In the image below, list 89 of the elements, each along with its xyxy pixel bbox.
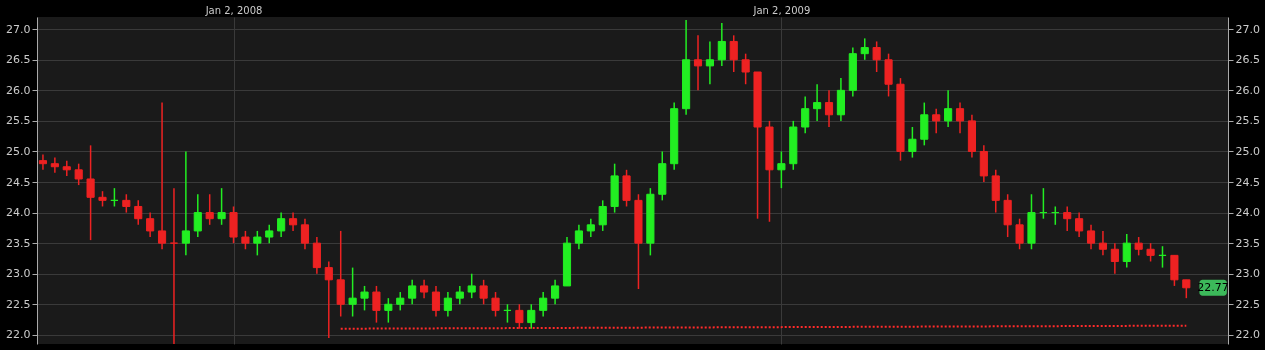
- candlestick: [824, 89, 834, 128]
- y2-tick-label: 24.0: [1235, 206, 1260, 220]
- candlestick: [384, 297, 393, 324]
- y2-tick-label: 22.0: [1235, 328, 1260, 342]
- candlestick: [431, 285, 441, 318]
- candlestick: [515, 303, 524, 330]
- candlestick: [455, 285, 464, 306]
- candlestick: [551, 279, 560, 306]
- candlestick: [169, 187, 179, 345]
- candlestick: [955, 101, 965, 134]
- candlestick: [1146, 242, 1155, 263]
- candlestick: [932, 107, 941, 134]
- candlestick: [62, 159, 71, 177]
- candlestick: [1086, 224, 1096, 251]
- y2-tick-label: 25.0: [1235, 144, 1260, 158]
- y-tick-label: 27.0: [6, 22, 31, 36]
- y-tick-label: 25.0: [6, 144, 31, 158]
- candlestick: [717, 22, 726, 67]
- candlestick: [134, 199, 143, 226]
- candlestick: [574, 224, 583, 251]
- x-tick-label: Jan 2, 2008: [204, 4, 263, 16]
- y-tick-label: 24.0: [6, 206, 31, 220]
- x-tick-label: Jan 2, 2009: [752, 4, 811, 16]
- candlestick: [1015, 217, 1024, 251]
- y-tick-label: 26.0: [6, 83, 31, 97]
- candlestick: [801, 95, 810, 134]
- candlestick: [122, 193, 131, 214]
- candlestick: [491, 291, 500, 318]
- candlestick: [217, 187, 226, 226]
- candlestick: [1075, 211, 1084, 238]
- candlestick: [1182, 279, 1191, 299]
- candlestick: [741, 52, 750, 85]
- y-tick-label: 22.0: [6, 328, 31, 342]
- y-tick-label: 23.5: [6, 236, 31, 250]
- candlestick: [586, 217, 595, 238]
- candlestick: [1110, 242, 1119, 275]
- candlestick: [324, 260, 333, 339]
- y2-tick-label: 23.5: [1235, 236, 1260, 250]
- y-tick-label: 24.5: [6, 175, 31, 189]
- candlestick: [300, 217, 310, 251]
- candlestick: [908, 126, 917, 159]
- y-tick-label: 22.5: [6, 297, 31, 311]
- candlestick: [420, 279, 429, 299]
- candlestick: [1122, 233, 1131, 269]
- candlestick: [181, 150, 190, 257]
- candlestick: [944, 89, 953, 128]
- candlestick: [348, 266, 357, 318]
- y2-tick-label: 27.0: [1235, 22, 1260, 36]
- candlestick: [157, 101, 167, 251]
- candlestick: [872, 40, 881, 73]
- y-tick-label: 25.5: [6, 114, 31, 128]
- y2-tick-label: 24.5: [1235, 175, 1260, 189]
- candlestick: [396, 291, 405, 312]
- candlestick: [146, 211, 155, 238]
- y-tick-label: 23.0: [6, 267, 31, 281]
- candlestick: [467, 272, 476, 299]
- candlestick: [372, 285, 381, 324]
- candlestick: [527, 303, 536, 330]
- candlestick: [539, 291, 548, 318]
- candlestick: [777, 150, 786, 189]
- candlestick: [813, 83, 822, 122]
- y2-tick-label: 22.5: [1235, 297, 1260, 311]
- candlestick: [693, 34, 703, 92]
- candlestick: [86, 144, 95, 241]
- candlestick: [1134, 236, 1143, 257]
- y2-tick-label: 26.5: [1235, 53, 1260, 67]
- candlestick: [265, 224, 274, 244]
- candlestick: [241, 230, 250, 251]
- candlestick: [253, 230, 262, 257]
- candlestick: [479, 279, 488, 306]
- candlestick: [288, 211, 298, 232]
- candlestick: [729, 34, 738, 73]
- candlestick: [50, 156, 59, 174]
- candlestick: [74, 162, 83, 186]
- candlestick: [860, 37, 869, 61]
- y-tick-label: 26.5: [6, 53, 31, 67]
- y2-tick-label: 23.0: [1235, 267, 1260, 281]
- candlestick: [443, 291, 452, 318]
- candlestick: [705, 40, 714, 85]
- candlestick: [205, 193, 214, 226]
- candlestick: [598, 199, 607, 232]
- candlestick: [193, 193, 202, 238]
- candlestick: [360, 285, 369, 312]
- y2-tick-label: 26.0: [1235, 83, 1260, 97]
- candlestick: [408, 279, 417, 306]
- candlestick: [277, 211, 286, 238]
- candlestick: [1063, 205, 1072, 232]
- candlestick: [1098, 230, 1108, 257]
- y2-tick-label: 25.5: [1235, 114, 1260, 128]
